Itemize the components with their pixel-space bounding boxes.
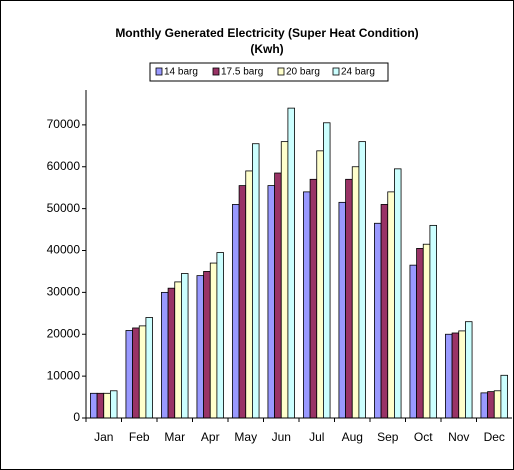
bar [110, 390, 118, 419]
bar [303, 191, 311, 419]
y-tick-label: 60000 [47, 159, 81, 173]
bar [416, 248, 424, 419]
legend-swatch [212, 67, 220, 76]
bar [323, 122, 331, 419]
bar [316, 150, 324, 419]
legend-swatch [155, 67, 163, 76]
bar [238, 185, 247, 419]
y-tick-label: 70000 [47, 117, 81, 131]
legend-box [149, 62, 389, 82]
x-tick-label: Jun [272, 430, 291, 444]
bar [125, 330, 133, 419]
bar [181, 273, 189, 419]
bar [422, 243, 431, 419]
y-tick-label: 40000 [47, 243, 81, 257]
bar [203, 271, 211, 419]
bar [138, 325, 147, 419]
bar [96, 392, 105, 419]
x-tick-label: Jul [309, 430, 324, 444]
bar [500, 374, 508, 419]
bar [480, 392, 488, 419]
x-tick-label: Nov [448, 430, 469, 444]
bar [132, 327, 140, 419]
bar [103, 392, 111, 419]
x-tick-label: Mar [164, 430, 185, 444]
bar [487, 391, 495, 419]
bar [280, 141, 289, 419]
bar [274, 172, 282, 419]
bar [145, 317, 153, 419]
bar [174, 281, 182, 419]
bar [374, 222, 382, 419]
bar [451, 332, 460, 419]
bar [90, 392, 98, 419]
bar [161, 291, 169, 419]
x-tick-label: Oct [414, 430, 433, 444]
bar [493, 390, 502, 419]
legend-label: 17.5 barg [221, 67, 263, 78]
x-tick-label: Feb [129, 430, 150, 444]
y-tick-label: 20000 [47, 326, 81, 340]
bar [309, 178, 318, 419]
x-tick-label: Jan [94, 430, 113, 444]
bar [380, 204, 389, 419]
bar [445, 333, 453, 419]
legend-label: 14 barg [164, 67, 198, 78]
chart-subtitle: (Kwh) [250, 42, 283, 56]
x-tick-label: Aug [342, 430, 363, 444]
bar [267, 185, 275, 419]
bar [196, 275, 204, 419]
bar [394, 168, 402, 419]
bar [287, 107, 295, 419]
y-tick-label: 10000 [47, 368, 81, 382]
bar [351, 166, 360, 419]
legend-swatch [277, 67, 285, 76]
bar [252, 143, 260, 419]
bar [429, 224, 437, 419]
y-tick-label: 0 [73, 410, 80, 424]
bar [345, 178, 353, 419]
y-tick-label: 30000 [47, 285, 81, 299]
chart-title: Monthly Generated Electricity (Super Hea… [115, 26, 418, 40]
x-tick-label: Apr [201, 430, 220, 444]
bar [338, 201, 346, 419]
legend-swatch [332, 67, 340, 76]
bar [465, 321, 473, 419]
x-tick-label: Dec [484, 430, 505, 444]
y-tick-label: 50000 [47, 201, 81, 215]
bar [358, 141, 366, 419]
bar [209, 262, 218, 419]
bar [409, 264, 417, 419]
bar [458, 330, 466, 419]
bar [245, 170, 253, 419]
legend-label: 24 barg [341, 67, 375, 78]
bar [216, 252, 224, 419]
x-tick-label: Sep [377, 430, 399, 444]
legend-label: 20 barg [286, 67, 320, 78]
x-tick-label: May [234, 430, 257, 444]
bar [232, 204, 240, 419]
bar [387, 191, 395, 419]
bar [167, 287, 176, 419]
